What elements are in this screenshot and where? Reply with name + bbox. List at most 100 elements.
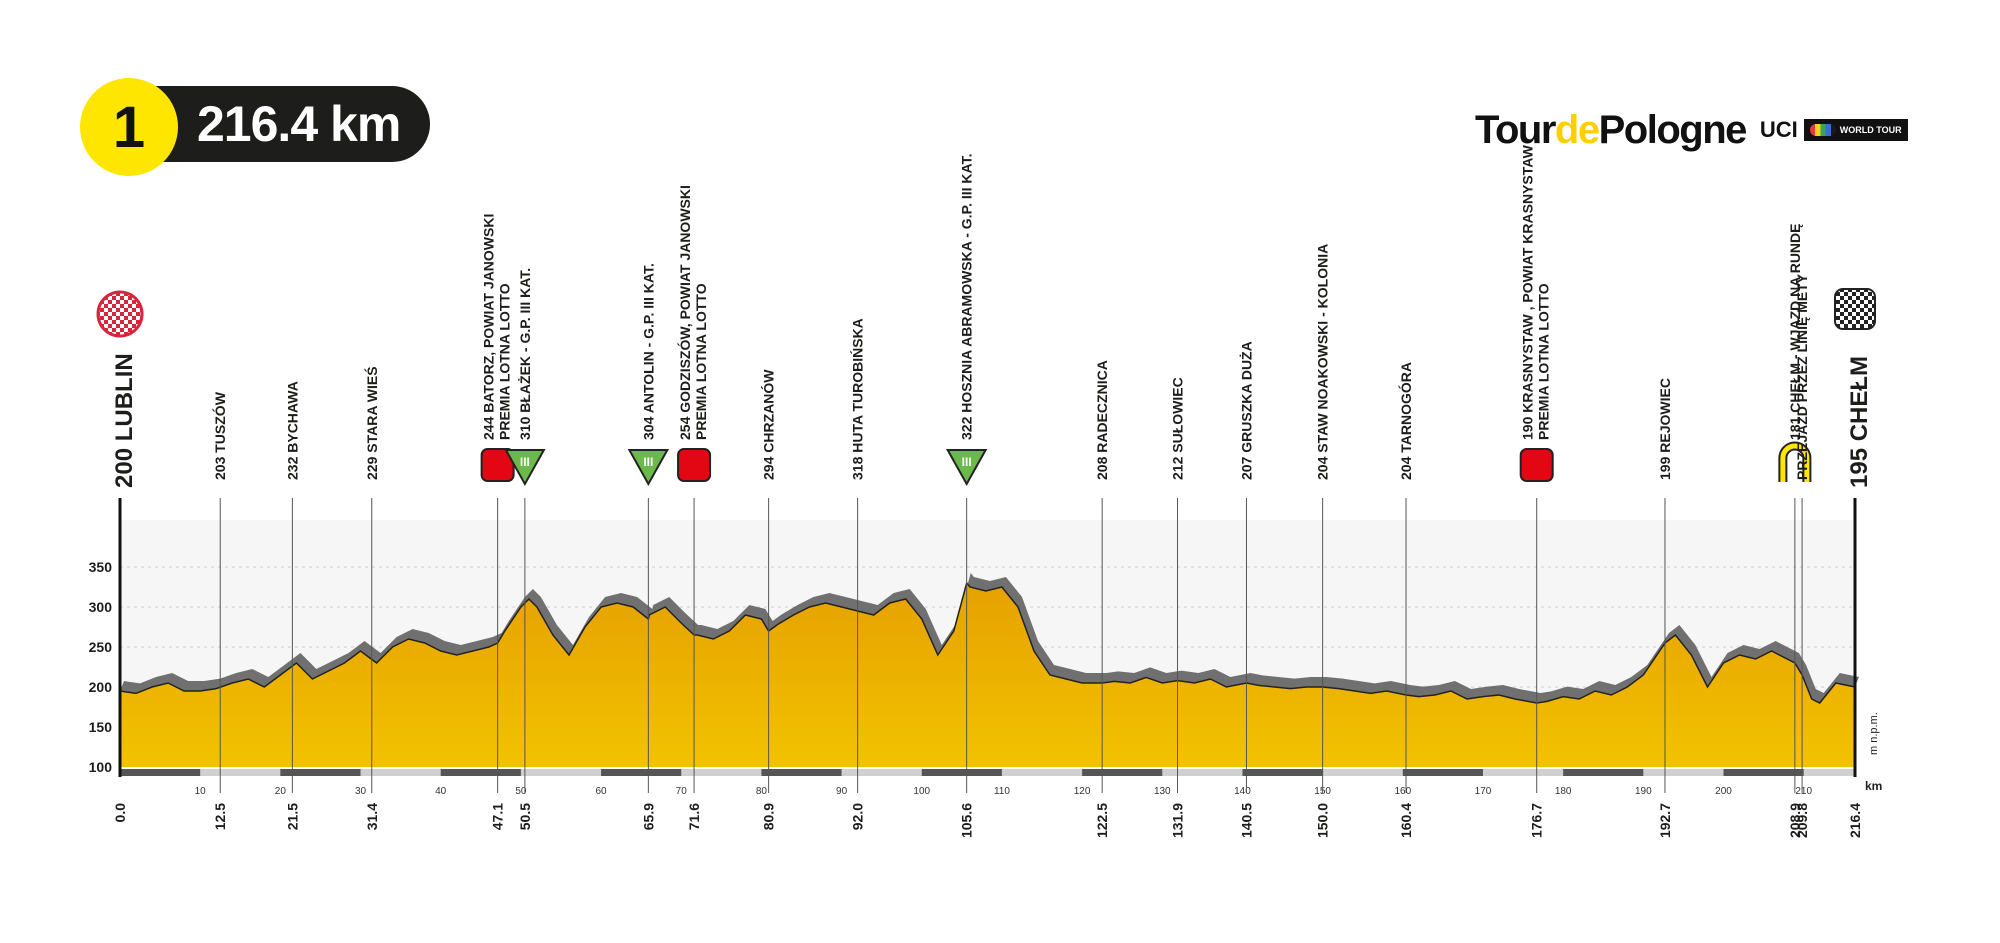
- km-bar-segment: [1723, 769, 1804, 776]
- x-tick-label: 180: [1555, 786, 1572, 797]
- waypoint-km: 21.5: [284, 803, 300, 830]
- waypoint-name: 254 GODZISZÓW, POWIAT JANOWSKI: [676, 185, 693, 440]
- km-bar-segment: [1563, 769, 1644, 776]
- waypoint-name: 204 STAW NOAKOWSKI - KOLONIA: [1315, 244, 1331, 480]
- y-tick-label: 200: [89, 679, 113, 695]
- waypoint-km: 12.5: [212, 803, 228, 830]
- waypoint-name: 322 HOSZNIA ABRAMOWSKA - G.P. III KAT.: [959, 153, 975, 440]
- mountain-climb-icon: [504, 449, 546, 487]
- waypoint-km: 92.0: [850, 803, 866, 830]
- y-tick-label: 100: [89, 759, 113, 775]
- km-bar-segment: [120, 769, 201, 776]
- x-axis-label: km: [1865, 779, 1882, 793]
- x-tick-label: 30: [355, 786, 367, 797]
- waypoint-km: 208.9: [1787, 803, 1803, 838]
- waypoint-name: 318 HUTA TUROBIŃSKA: [850, 318, 866, 480]
- waypoint-km: 160.4: [1398, 803, 1414, 838]
- endpoint-name: 200 LUBLIN: [111, 353, 138, 488]
- world-tour-text: WORLD TOUR: [1839, 124, 1902, 135]
- y-axis-label: m n.p.m.: [1868, 712, 1880, 755]
- waypoint-km: 80.9: [761, 803, 777, 830]
- waypoint-sprint-name: PREMIA LOTNA LOTTO: [693, 283, 709, 440]
- climb-category: III: [962, 455, 972, 469]
- intermediate-sprint-icon: [1519, 448, 1554, 482]
- stage-number: 1: [112, 94, 146, 160]
- waypoint-sprint-name: PREMIA LOTNA LOTTO: [497, 283, 513, 440]
- loop-entry-icon: [1780, 443, 1810, 482]
- logo-pologne: Pologne: [1598, 107, 1748, 152]
- x-tick-label: 160: [1394, 786, 1411, 797]
- rainbow-stripes-icon: [1809, 124, 1836, 136]
- climb-category: III: [520, 455, 530, 469]
- waypoint-km: 192.7: [1657, 803, 1673, 838]
- km-bar-segment: [1402, 769, 1483, 776]
- waypoint-km: 209.8: [1794, 803, 1810, 838]
- waypoint-km: 150.0: [1315, 803, 1331, 838]
- x-tick-label: 130: [1154, 786, 1171, 797]
- km-bar-segment: [280, 769, 361, 776]
- x-tick-label: 50: [515, 786, 527, 797]
- waypoint-name: 310 BŁAŻEK - G.P. III KAT.: [517, 268, 533, 440]
- waypoint-name: 181 CHEŁM - WJAZD NA RUNDĘ: [1787, 224, 1803, 441]
- waypoint-name: 199 REJOWIEC: [1657, 378, 1673, 480]
- world-tour-badge: WORLD TOUR: [1803, 119, 1908, 141]
- waypoint-km: 50.5: [517, 803, 533, 830]
- mountain-climb-icon: [627, 449, 670, 487]
- uci-logo: UCI: [1759, 117, 1798, 142]
- waypoint-km: 105.6: [959, 803, 975, 838]
- waypoint-km: 0.0: [112, 803, 128, 823]
- waypoint-name: 203 TUSZÓW: [211, 391, 228, 480]
- logo-tour: Tour: [1475, 107, 1556, 152]
- km-bar-segment: [1082, 769, 1163, 776]
- endpoint-name: 195 CHEŁM: [1846, 356, 1873, 488]
- elevation-line: [119, 581, 1856, 704]
- waypoint-name: 244 BATORZ, POWIAT JANOWSKI: [481, 214, 497, 440]
- waypoint-name: 304 ANTOLIN - G.P. III KAT.: [640, 263, 656, 440]
- finish-flag-icon: [1834, 288, 1876, 330]
- x-tick-label: 210: [1795, 786, 1812, 797]
- y-tick-label: 300: [89, 599, 113, 615]
- stage-distance: 216.4 km: [197, 96, 401, 152]
- waypoint-km: 131.9: [1170, 803, 1186, 838]
- waypoint-km: 140.5: [1238, 803, 1254, 838]
- waypoint-km: 176.7: [1529, 803, 1545, 838]
- logo-wordmark: TourdePologne: [1475, 107, 1748, 153]
- waypoint-name: 208 RADECZNICA: [1094, 360, 1110, 480]
- y-tick-label: 350: [89, 559, 113, 575]
- start-flag-icon: [96, 290, 144, 338]
- x-tick-label: 80: [756, 786, 768, 797]
- x-tick-label: 190: [1635, 786, 1652, 797]
- intermediate-sprint-icon: [677, 448, 712, 482]
- elevation-area: [120, 583, 1855, 767]
- waypoint-km: 47.1: [490, 803, 506, 830]
- waypoint-name: 229 STARA WIEŚ: [363, 366, 380, 480]
- mountain-climb-icon: [945, 449, 988, 487]
- x-tick-label: 100: [913, 786, 930, 797]
- x-tick-label: 110: [994, 786, 1010, 797]
- climb-category: III: [643, 455, 653, 469]
- x-tick-label: 90: [836, 786, 848, 797]
- waypoint-name: 204 TARNOGÓRA: [1397, 362, 1414, 480]
- waypoint-name: 207 GRUSZKA DUŻA: [1238, 341, 1254, 480]
- waypoint-name: PRZEJAZD PRZEZ LINIĘ METY: [1794, 273, 1810, 480]
- x-tick-label: 20: [275, 786, 287, 797]
- tour-de-pologne-logo: TourdePologne UCI WORLD TOUR: [1475, 105, 1908, 155]
- stage-distance-pill: 216.4 km: [155, 86, 430, 162]
- waypoint-name: 190 KRASNYSTAW , POWIAT KRASNYSTAW: [1520, 144, 1536, 440]
- waypoint-km: 122.5: [1094, 803, 1110, 838]
- stage-number-badge: 1: [80, 78, 178, 176]
- x-tick-label: 140: [1234, 786, 1251, 797]
- km-bar-segment: [921, 769, 1002, 776]
- waypoint-km: 71.6: [686, 803, 702, 830]
- waypoint-name: 212 SUŁOWIEC: [1170, 377, 1186, 480]
- waypoint-km: 31.4: [364, 803, 380, 830]
- waypoint-sprint-name: PREMIA LOTNA LOTTO: [1536, 283, 1552, 440]
- x-tick-label: 170: [1475, 786, 1492, 797]
- x-tick-label: 40: [435, 786, 447, 797]
- km-bar-segment: [1242, 769, 1323, 776]
- x-tick-label: 60: [595, 786, 607, 797]
- x-tick-label: 200: [1715, 786, 1732, 797]
- waypoint-km: 65.9: [640, 803, 656, 830]
- logo-de: de: [1554, 107, 1600, 152]
